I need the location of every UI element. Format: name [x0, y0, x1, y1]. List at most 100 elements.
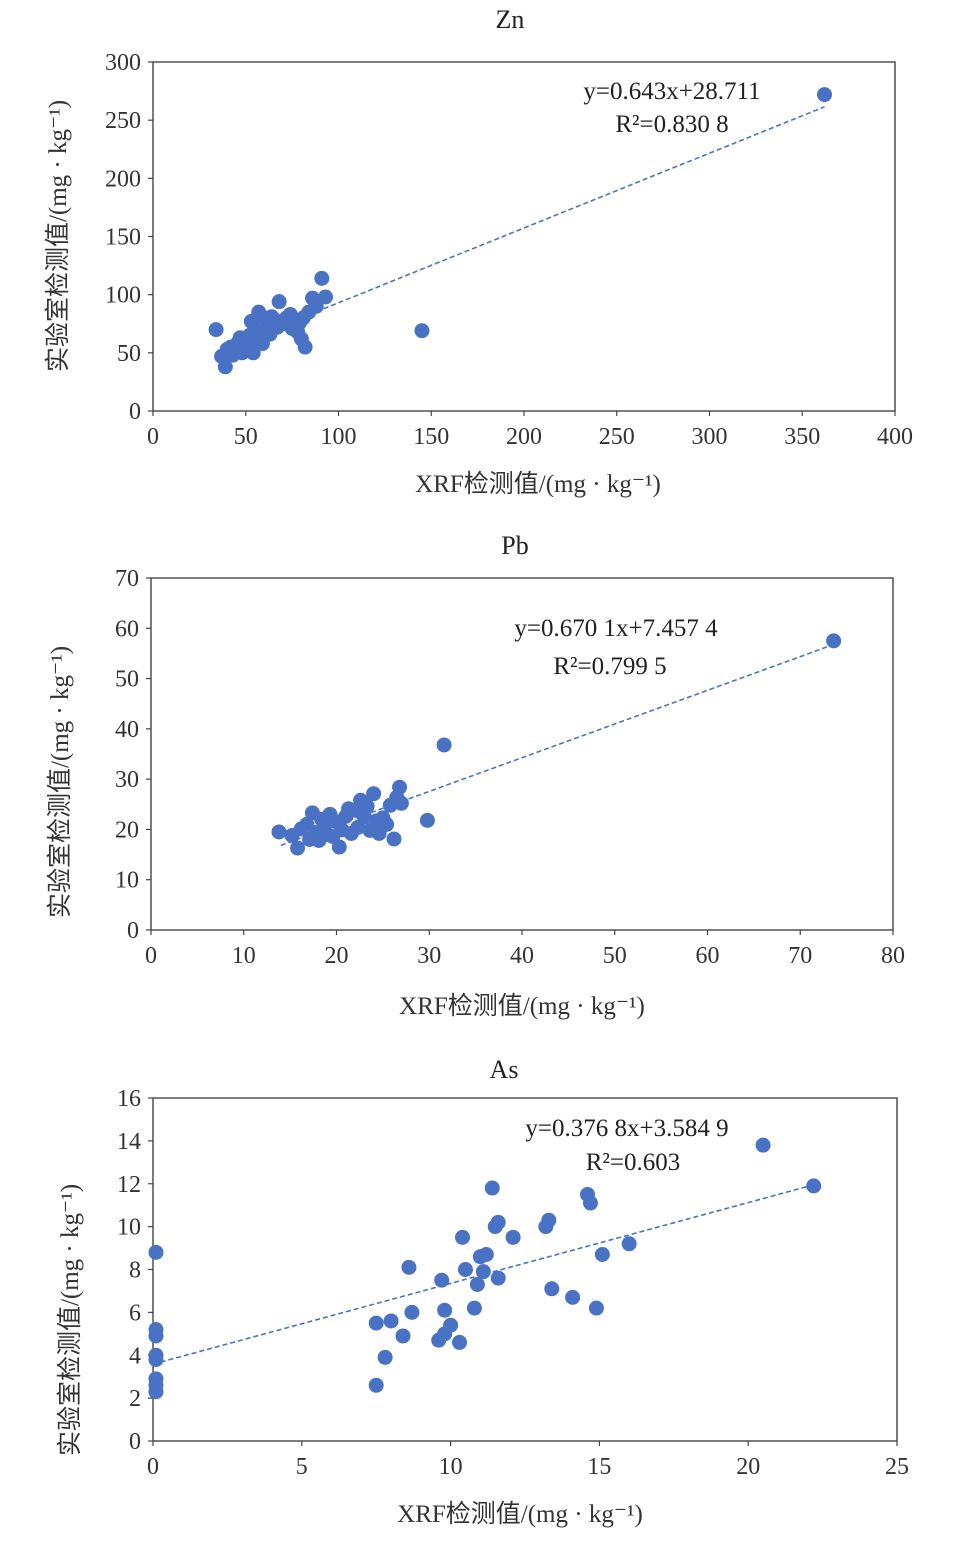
x-tick-label: 250	[599, 424, 635, 450]
x-tick-label: 200	[506, 424, 542, 450]
x-tick-label: 50	[603, 943, 627, 969]
data-point	[437, 1302, 453, 1318]
x-tick-label: 50	[234, 424, 258, 450]
x-tick-label: 30	[417, 943, 441, 969]
plot-frame	[152, 61, 896, 412]
x-axis-label: XRF检测值/(mg · kg⁻¹)	[397, 1500, 643, 1528]
data-point	[308, 298, 324, 314]
r-squared: R²=0.830 8	[615, 111, 728, 138]
data-point	[148, 1328, 164, 1344]
data-point	[806, 1178, 822, 1194]
data-point	[368, 1377, 384, 1393]
x-tick-label: 0	[147, 1454, 159, 1480]
y-tick-label: 8	[129, 1258, 141, 1284]
x-tick-label: 20	[325, 943, 349, 969]
y-tick-label: 10	[117, 1215, 141, 1241]
data-point	[469, 1277, 485, 1293]
data-point	[366, 786, 382, 802]
data-point	[419, 812, 435, 828]
y-tick-label: 6	[129, 1300, 141, 1326]
data-point	[290, 840, 306, 856]
y-tick-label: 0	[127, 918, 139, 944]
x-axis-label: XRF检测值/(mg · kg⁻¹)	[399, 992, 645, 1020]
data-point	[817, 87, 833, 103]
y-tick-label: 4	[129, 1343, 141, 1369]
data-point	[383, 1313, 399, 1329]
x-axis-label: XRF检测值/(mg · kg⁻¹)	[415, 470, 661, 498]
data-point	[148, 1384, 164, 1400]
y-axis-label: 实验室检测值/(mg · kg⁻¹)	[56, 1184, 84, 1456]
y-tick-label: 50	[117, 341, 141, 367]
data-point	[401, 1259, 417, 1275]
data-point	[443, 1317, 459, 1333]
data-point	[475, 1264, 491, 1280]
data-point	[457, 1262, 473, 1277]
data-point	[404, 1304, 420, 1320]
data-point	[478, 1246, 494, 1262]
data-point	[245, 345, 261, 361]
x-tick-label: 10	[439, 1454, 463, 1480]
data-point	[755, 1137, 771, 1153]
x-tick-label: 10	[232, 943, 256, 969]
x-tick-label: 15	[587, 1454, 611, 1480]
data-point	[594, 1246, 610, 1262]
y-tick-label: 14	[117, 1129, 141, 1155]
data-point	[621, 1236, 637, 1252]
y-tick-label: 250	[105, 108, 141, 134]
x-tick-label: 300	[692, 424, 728, 450]
data-point	[490, 1214, 506, 1230]
y-tick-label: 60	[115, 616, 139, 642]
chart-title: Pb	[501, 531, 528, 560]
y-tick-label: 50	[115, 667, 139, 693]
data-point	[455, 1229, 471, 1245]
trend-line	[226, 106, 825, 349]
data-point	[379, 816, 395, 832]
data-point	[271, 294, 287, 310]
pb-chart: Pb 0 10 20 30 40 50 60 70 80 0 10 20 30 40 50 60 70 y=0.67…	[46, 531, 905, 1020]
data-point	[392, 779, 408, 795]
data-point	[271, 824, 287, 840]
data-point	[544, 1281, 560, 1297]
data-point	[434, 1272, 450, 1288]
y-axis-label: 实验室检测值/(mg · kg⁻¹)	[46, 646, 74, 918]
data-point	[466, 1300, 482, 1316]
data-point	[436, 737, 452, 753]
data-point	[217, 359, 233, 375]
y-tick-label: 2	[129, 1386, 141, 1412]
y-tick-label: 70	[115, 566, 139, 592]
data-point	[452, 1334, 468, 1350]
y-tick-label: 0	[129, 1429, 141, 1455]
x-tick-label: 5	[296, 1454, 308, 1480]
x-tick-label: 80	[881, 943, 905, 969]
x-tick-label: 60	[696, 943, 720, 969]
x-tick-label: 0	[145, 943, 157, 969]
r-squared: R²=0.799 5	[553, 653, 666, 680]
zn-chart: Zn 0 50 100 150 200 250 300 350 400 0 50 100 150 200 25…	[44, 5, 913, 498]
data-point	[582, 1195, 598, 1211]
r-squared: R²=0.603	[586, 1149, 681, 1176]
regression-equation: y=0.670 1x+7.457 4	[514, 615, 718, 642]
y-tick-label: 0	[129, 399, 141, 425]
data-point	[393, 795, 409, 811]
y-tick-label: 300	[105, 50, 141, 76]
x-tick-label: 20	[736, 1454, 760, 1480]
x-tick-label: 70	[788, 943, 812, 969]
as-chart: As 0 5 10 15 20 25 0 2 4 6 8 10 12 14 16 y=0.376 8x+3.58…	[56, 1055, 909, 1528]
data-point	[826, 633, 842, 649]
y-tick-label: 40	[115, 717, 139, 743]
chart-title: As	[490, 1055, 519, 1084]
x-tick-label: 100	[321, 424, 357, 450]
x-tick-label: 350	[784, 424, 820, 450]
x-tick-label: 25	[885, 1454, 909, 1480]
data-point	[565, 1289, 581, 1305]
x-tick-label: 40	[510, 943, 534, 969]
y-tick-label: 30	[115, 767, 139, 793]
x-tick-label: 150	[413, 424, 449, 450]
y-tick-label: 12	[117, 1172, 141, 1198]
data-point	[414, 323, 430, 339]
y-axis-label: 实验室检测值/(mg · kg⁻¹)	[44, 100, 72, 372]
data-point	[368, 1315, 384, 1331]
data-point	[505, 1229, 521, 1245]
data-point	[359, 798, 375, 814]
y-tick-label: 16	[117, 1086, 141, 1112]
